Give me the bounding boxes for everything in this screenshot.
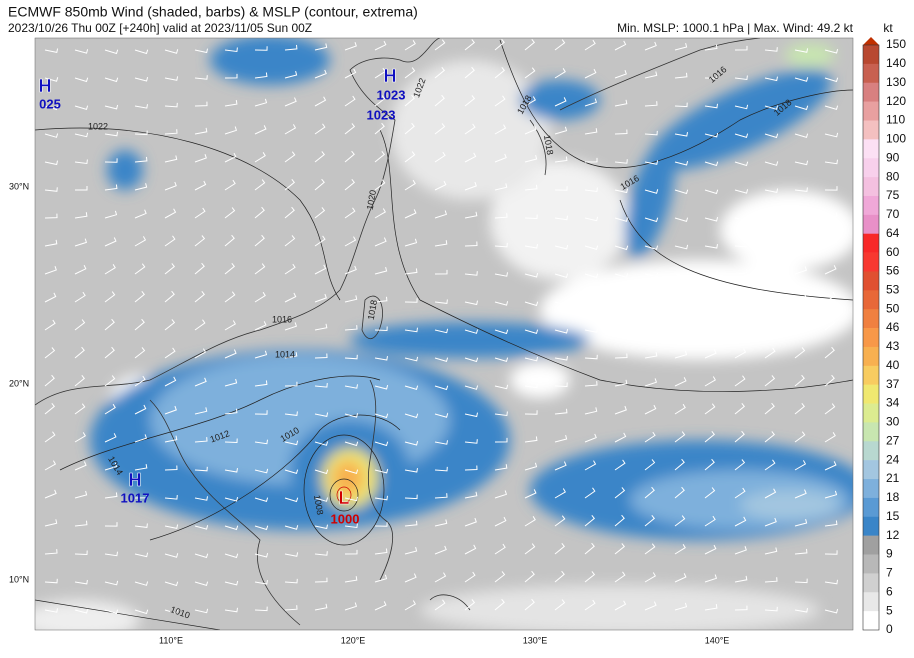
colorbar-label: 30 [886,415,900,429]
colorbar-segment [863,309,879,329]
stats: Min. MSLP: 1000.1 hPa | Max. Wind: 49.2 … [617,21,854,35]
map [35,38,853,630]
contour-label: 1020 [365,189,378,210]
colorbar-segment [863,535,879,555]
colorbar-segment [863,460,879,480]
contour-label: 1014 [275,349,295,359]
lat-label: 30°N [9,181,29,191]
colorbar-segment [863,554,879,574]
colorbar-label: 24 [886,452,900,466]
colorbar-segment [863,177,879,197]
colorbar-label: 21 [886,471,900,485]
extremum-symbol: H [39,76,52,96]
colorbar-segment [863,573,879,593]
colorbar-label: 53 [886,282,900,296]
colorbar-segment [863,403,879,423]
colorbar-segment [863,252,879,272]
extremum-symbol: L [339,488,350,508]
colorbar-segment [863,384,879,404]
colorbar-segment [863,214,879,235]
contour-label: 1016 [272,314,292,324]
lon-label: 110°E [159,635,183,645]
colorbar-label: 40 [886,358,900,372]
colorbar-segment [863,45,879,65]
colorbar-label: 90 [886,150,900,164]
colorbar-segment [863,158,879,178]
colorbar-segment [863,271,879,291]
colorbar-arrow [863,37,879,45]
lat-label: 10°N [9,574,29,584]
lat-label: 20°N [9,378,29,388]
colorbar-segment [863,290,879,310]
colorbar-segment [863,441,879,461]
colorbar-label: 0 [886,622,893,636]
colorbar-segment [863,611,879,631]
colorbar-label: 75 [886,188,900,202]
extremum-symbol: H [384,66,397,86]
colorbar-label: 15 [886,509,900,523]
colorbar-segment [863,328,879,348]
colorbar-label: 46 [886,320,900,334]
extremum-value: 1023 [367,107,396,122]
colorbar-label: 18 [886,490,900,504]
colorbar-label: 6 [886,584,893,598]
colorbar-label: 56 [886,264,900,278]
contour-label: 1018 [542,134,555,155]
colorbar-segment [863,82,879,102]
colorbar-label: 7 [886,566,893,580]
colorbar-label: 100 [886,132,906,146]
colorbar-label: 70 [886,207,900,221]
colorbar-label: 110 [886,113,905,127]
colorbar-segment [863,365,879,385]
title: ECMWF 850mb Wind (shaded, barbs) & MSLP … [8,4,418,20]
colorbar-label: 9 [886,547,893,561]
colorbar-label: 43 [886,339,900,353]
colorbar-segment [863,422,879,442]
colorbar-label: 50 [886,301,900,315]
colorbar-label: 34 [886,396,900,410]
colorbar-label: 140 [886,56,906,70]
colorbar-segment [863,139,879,159]
colorbar-segment [863,63,879,84]
subtitle: 2023/10/26 Thu 00Z [+240h] valid at 2023… [8,21,312,35]
contour-label: 1008 [312,494,325,515]
extremum-value: 1017 [121,490,150,505]
lon-label: 120°E [341,635,366,645]
contour-label: 1018 [366,299,379,320]
colorbar-segment [863,592,879,612]
wind-barbs [44,38,839,615]
colorbar-label: 27 [886,433,900,447]
colorbar-label: 150 [886,37,906,51]
extremum-value: 1000 [331,511,360,526]
lon-label: 130°E [523,635,548,645]
extremum-value: 1023 [377,87,406,102]
colorbar-segment [863,516,879,536]
extremum-symbol: H [129,470,142,490]
colorbar-label: 64 [886,226,900,240]
extremum-value: 025 [39,96,61,111]
colorbar-segment [863,346,879,367]
colorbar-segment [863,497,879,518]
colorbar-segment [863,479,879,499]
lon-label: 140°E [705,635,730,645]
colorbar-unit: kt [883,21,893,35]
colorbar-label: 120 [886,94,906,108]
colorbar-segment [863,195,879,216]
colorbar-label: 80 [886,169,900,183]
colorbar-segment [863,120,879,140]
colorbar-label: 5 [886,603,893,617]
contour-label: 1022 [88,121,108,131]
colorbar-label: 12 [886,528,900,542]
colorbar-segment [863,233,879,253]
colorbar-frame [862,44,880,631]
colorbar-label: 130 [886,75,906,89]
colorbar-label: 37 [886,377,900,391]
colorbar-segment [863,101,879,121]
colorbar-label: 60 [886,245,900,259]
